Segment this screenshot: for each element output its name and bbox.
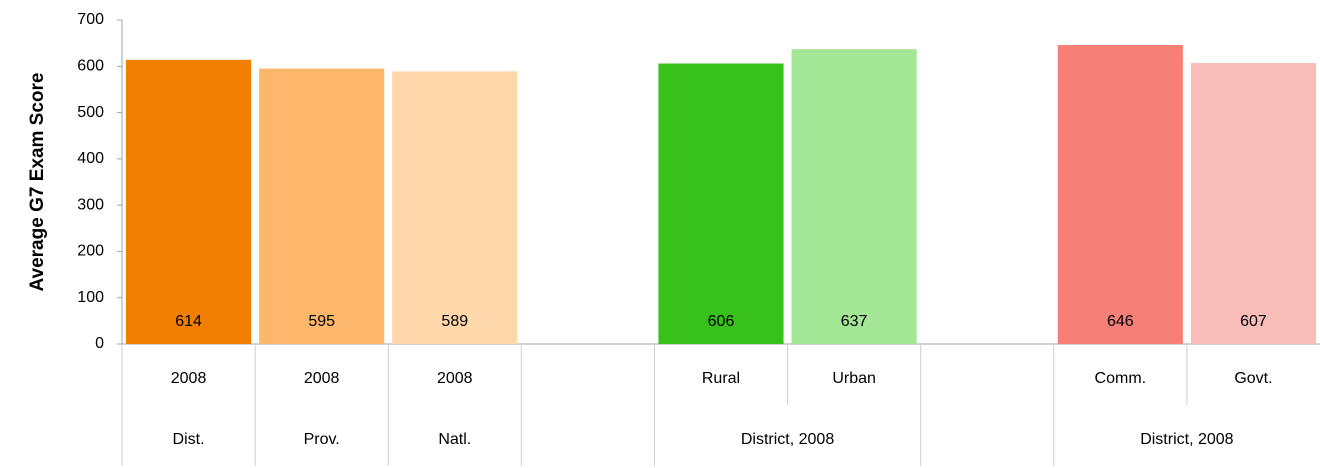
x-tick-label: 2008 xyxy=(304,370,340,387)
value-label: 606 xyxy=(708,313,735,330)
bar xyxy=(259,68,385,344)
x-tick-label: Rural xyxy=(702,370,740,387)
group-label: Natl. xyxy=(438,431,471,448)
bar xyxy=(1190,63,1317,344)
x-tick-label: Urban xyxy=(832,370,876,387)
value-label: 614 xyxy=(175,313,202,330)
y-tick-label: 700 xyxy=(77,11,104,28)
y-tick-label: 500 xyxy=(77,104,104,121)
value-label: 646 xyxy=(1107,313,1134,330)
group-label: District, 2008 xyxy=(1140,431,1233,448)
bar xyxy=(658,63,784,344)
value-label: 589 xyxy=(441,313,468,330)
x-tick-label: 2008 xyxy=(171,370,207,387)
bar xyxy=(1057,44,1183,344)
group-label: Dist. xyxy=(173,431,205,448)
x-tick-label: Govt. xyxy=(1234,370,1272,387)
y-tick-label: 200 xyxy=(77,243,104,260)
value-label: 637 xyxy=(841,313,868,330)
bar xyxy=(392,71,518,345)
y-tick-label: 100 xyxy=(77,289,104,306)
value-label: 595 xyxy=(308,313,335,330)
y-axis-label: Average G7 Exam Score xyxy=(27,73,48,292)
y-tick-label: 600 xyxy=(77,58,104,75)
y-tick-label: 300 xyxy=(77,196,104,213)
group-label: District, 2008 xyxy=(741,431,834,448)
x-tick-label: 2008 xyxy=(437,370,473,387)
y-tick-label: 0 xyxy=(95,335,104,352)
y-tick-label: 400 xyxy=(77,150,104,167)
bar xyxy=(791,49,917,344)
bar xyxy=(125,59,252,344)
value-label: 607 xyxy=(1240,313,1267,330)
group-label: Prov. xyxy=(304,431,340,448)
x-tick-label: Comm. xyxy=(1095,370,1147,387)
